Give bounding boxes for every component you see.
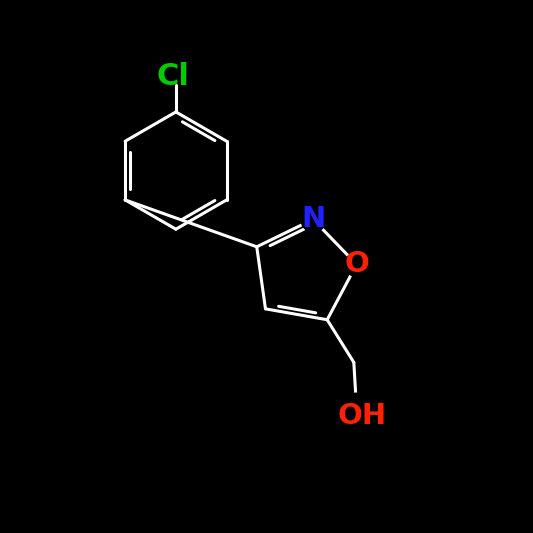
Text: Cl: Cl [157,62,190,91]
Text: N: N [301,205,325,233]
Text: OH: OH [337,402,386,430]
Text: O: O [344,251,369,278]
